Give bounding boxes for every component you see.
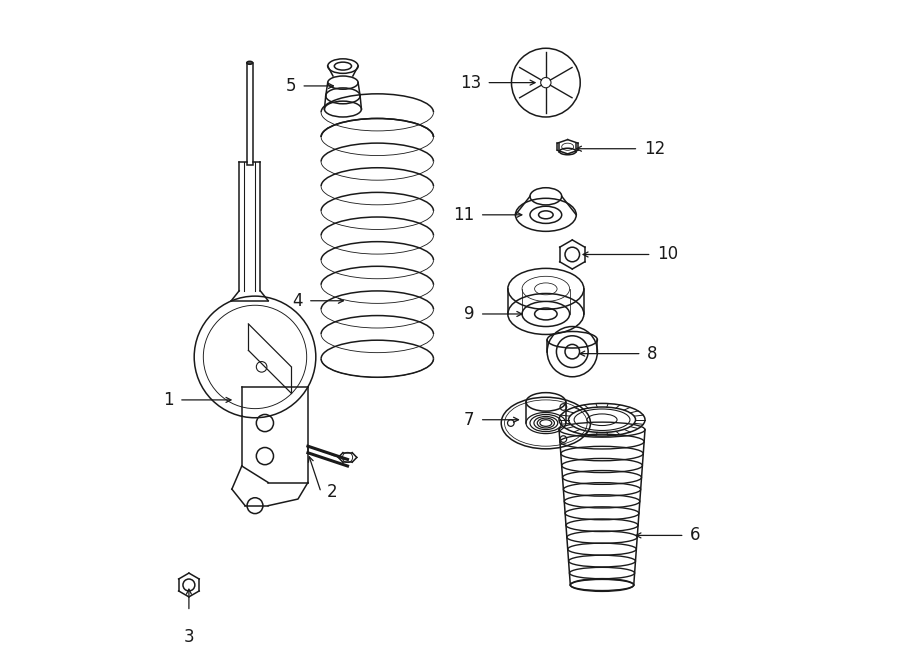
Text: 12: 12 <box>644 139 665 158</box>
Text: 11: 11 <box>454 206 474 224</box>
Text: 3: 3 <box>184 628 194 646</box>
Text: 4: 4 <box>292 292 302 310</box>
Text: 6: 6 <box>690 526 700 545</box>
Text: 7: 7 <box>464 410 474 429</box>
Text: 1: 1 <box>163 391 174 409</box>
Text: 8: 8 <box>647 344 658 363</box>
Text: 5: 5 <box>285 77 296 95</box>
Text: 2: 2 <box>327 483 337 502</box>
Text: 9: 9 <box>464 305 474 323</box>
Text: 13: 13 <box>460 73 482 92</box>
Text: 10: 10 <box>657 245 678 264</box>
